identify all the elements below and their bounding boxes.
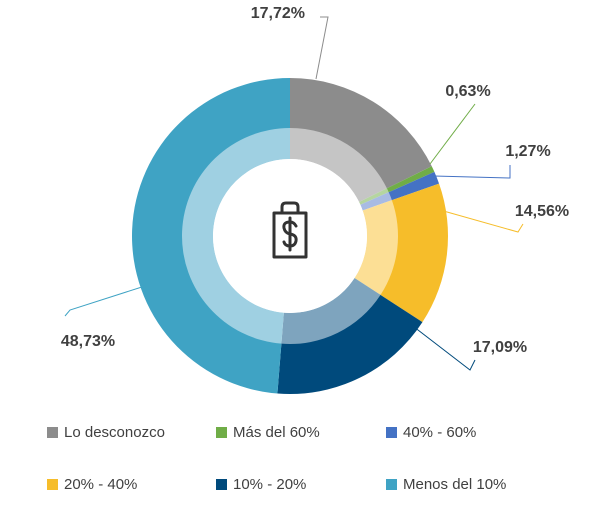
value-label-menos-del-10: 48,73% [61,333,115,350]
leader-line-20-40 [439,209,524,233]
outer-slice-40-60 [387,171,440,201]
outer-ring [132,78,449,394]
leader-line-40-60 [433,165,511,179]
inner-slice-40-60 [360,192,392,211]
outer-slice-20-40 [379,183,449,323]
leader-line-10-20 [404,319,476,371]
value-label-m-s-del-60: 0,63% [445,83,490,100]
value-label-10-20: 17,09% [473,339,527,356]
value-labels: 17,72% 0,63% 1,27% 14,56% 17,09% 48,73% [61,5,569,356]
outer-slice-lo-desconozco [290,78,432,189]
inner-slice-menos-del-10 [181,128,290,344]
value-label-40-60: 1,27% [505,143,550,160]
value-label-20-40: 14,56% [515,203,569,220]
outer-slice-menos-del-10 [132,78,290,394]
inner-slice-20-40 [354,200,398,295]
inner-slice-m-s-del-60 [359,188,389,205]
inner-slice-10-20 [281,277,381,344]
leader-lines [64,16,524,371]
outer-slice-m-s-del-60 [386,166,435,193]
outer-slice-10-20 [277,294,423,394]
inner-slice-lo-desconozco [290,128,387,202]
clipboard-dollar-icon [272,201,308,259]
value-label-lo-desconozco: 17,72% [251,5,305,22]
leader-line-menos-del-10 [64,285,146,317]
inner-ring [181,128,398,344]
leader-line-m-s-del-60 [429,103,476,165]
leader-line-lo-desconozco [315,16,329,80]
